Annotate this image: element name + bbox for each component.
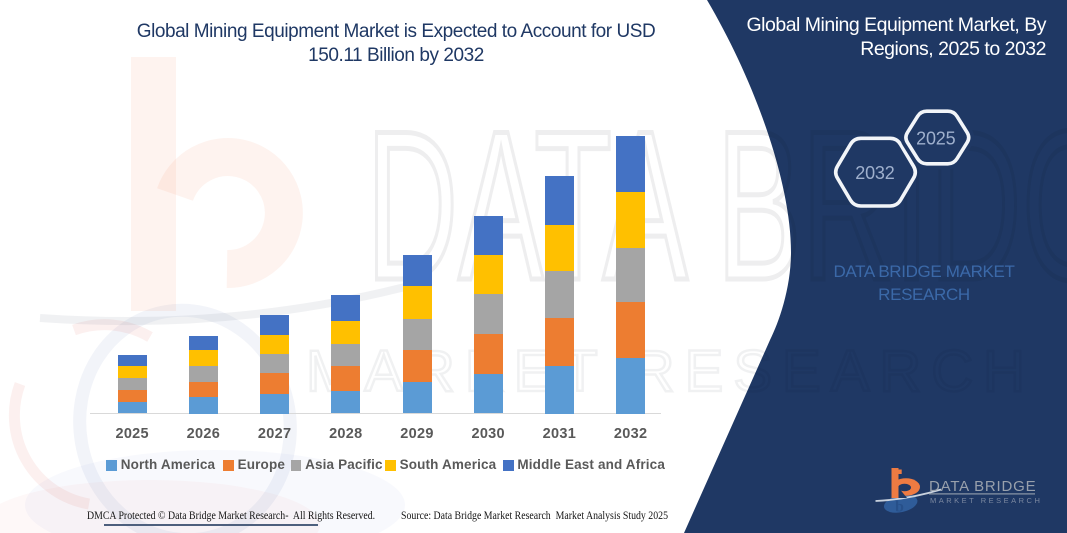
svg-text:MARKET RESEARCH: MARKET RESEARCH — [930, 496, 1042, 505]
svg-text:b: b — [895, 499, 904, 516]
svg-text:2025: 2025 — [916, 129, 955, 149]
svg-text:DATA BRIDGE: DATA BRIDGE — [929, 478, 1036, 495]
svg-text:2032: 2032 — [855, 163, 894, 183]
